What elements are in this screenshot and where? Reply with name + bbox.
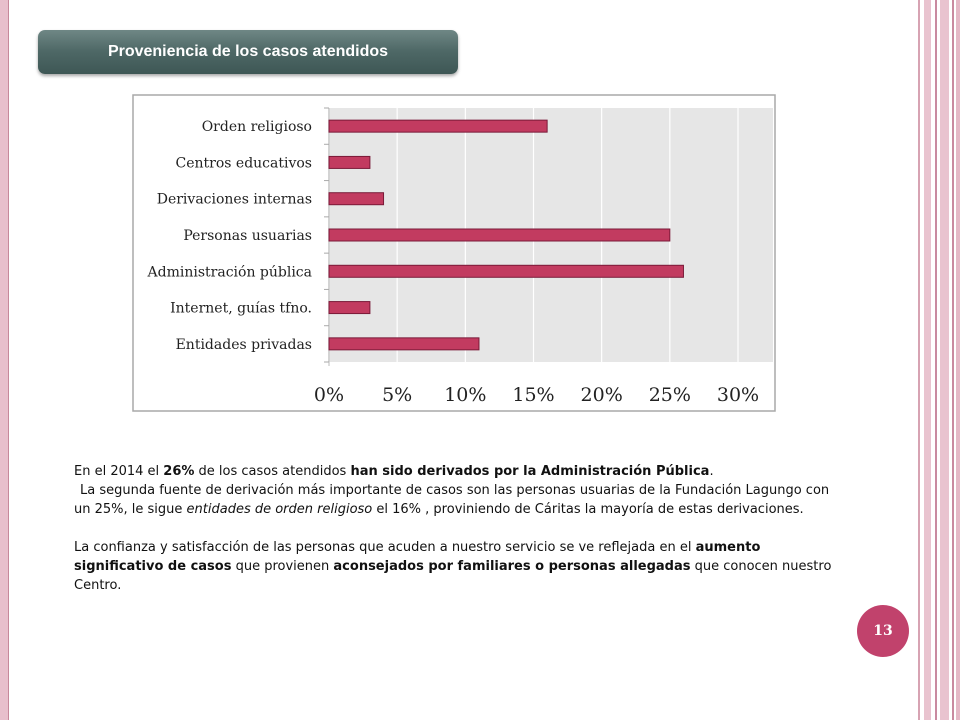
p1-run-2: de los casos atendidos bbox=[194, 464, 351, 479]
category-label: Centros educativos bbox=[176, 155, 312, 171]
bar bbox=[328, 337, 480, 351]
category-label: Personas usuarias bbox=[183, 228, 312, 244]
x-tick-label: 0% bbox=[314, 384, 344, 406]
p3-run-2: que provienen bbox=[231, 559, 334, 574]
category-label: Internet, guías tfno. bbox=[170, 301, 312, 317]
p2-run-1: entidades de orden religioso bbox=[186, 502, 373, 517]
p1-run-3: han sido derivados por la Administración… bbox=[350, 464, 710, 479]
p3-run-4: que conocen nuestro Centro. bbox=[74, 559, 832, 593]
paragraph-gap bbox=[74, 519, 844, 538]
x-tick-label: 25% bbox=[649, 384, 691, 406]
body-text: En el 2014 el 26% de los casos atendidos… bbox=[74, 462, 844, 595]
page-number-badge: 13 bbox=[857, 605, 909, 657]
paragraph-1: En el 2014 el 26% de los casos atendidos… bbox=[74, 462, 844, 481]
x-tick-label: 30% bbox=[717, 384, 759, 406]
slide-title-bar: Proveniencia de los casos atendidos bbox=[38, 30, 458, 74]
category-label: Orden religioso bbox=[202, 119, 312, 135]
paragraph-2: La segunda fuente de derivación más impo… bbox=[74, 481, 844, 519]
category-label: Entidades privadas bbox=[176, 337, 312, 353]
x-tick-label: 15% bbox=[512, 384, 554, 406]
bar bbox=[328, 264, 684, 278]
p3-run-1: aumento significativo de casos bbox=[74, 540, 761, 574]
bar bbox=[328, 228, 671, 242]
slide-title: Proveniencia de los casos atendidos bbox=[107, 43, 389, 60]
bar bbox=[328, 301, 371, 315]
p3-run-0: La confianza y satisfacción de las perso… bbox=[74, 540, 696, 555]
bar bbox=[328, 155, 371, 169]
category-label: Administración pública bbox=[147, 264, 312, 280]
x-tick-label: 10% bbox=[444, 384, 486, 406]
right-border-decoration bbox=[918, 0, 960, 720]
paragraph-3: La confianza y satisfacción de las perso… bbox=[74, 538, 844, 595]
bar bbox=[328, 119, 548, 133]
p1-run-1: 26% bbox=[163, 464, 195, 479]
left-border-decoration bbox=[0, 0, 9, 720]
p3-run-3: aconsejados por familiares o personas al… bbox=[333, 559, 691, 574]
bar-chart-svg: Orden religioso Centros educativos Derivac… bbox=[132, 94, 776, 412]
category-label: Derivaciones internas bbox=[157, 192, 312, 208]
p1-run-4: . bbox=[709, 464, 714, 479]
p1-run-0: En el 2014 el bbox=[74, 464, 164, 479]
bar bbox=[328, 192, 385, 206]
p2-run-0: La segunda fuente de derivación más impo… bbox=[74, 483, 830, 517]
bar-chart: Orden religioso Centros educativos Derivac… bbox=[132, 94, 776, 412]
x-tick-label: 20% bbox=[581, 384, 623, 406]
x-tick-label: 5% bbox=[382, 384, 412, 406]
p2-run-2: el 16% , proviniendo de Cáritas la mayor… bbox=[372, 502, 804, 517]
